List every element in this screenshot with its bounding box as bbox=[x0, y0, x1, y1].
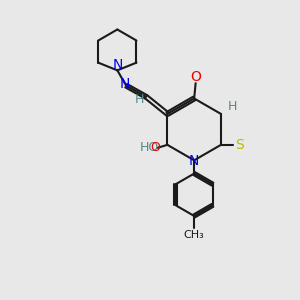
Text: H: H bbox=[135, 93, 144, 106]
Text: N: N bbox=[112, 58, 122, 72]
Text: HO: HO bbox=[140, 141, 159, 154]
Text: O: O bbox=[190, 70, 201, 84]
Text: H: H bbox=[227, 100, 237, 113]
Text: CH₃: CH₃ bbox=[184, 230, 205, 240]
Text: N: N bbox=[119, 77, 130, 91]
Text: O: O bbox=[150, 141, 160, 154]
Text: S: S bbox=[236, 138, 244, 152]
Text: N: N bbox=[188, 154, 199, 168]
